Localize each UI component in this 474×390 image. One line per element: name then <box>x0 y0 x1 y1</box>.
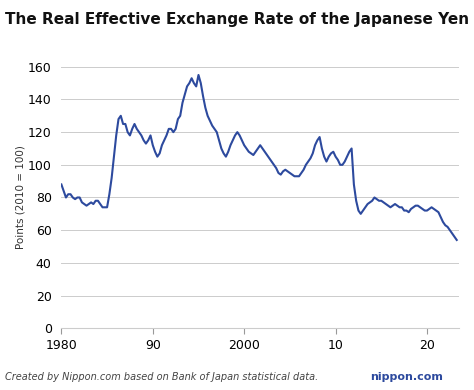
Y-axis label: Points (2010 = 100): Points (2010 = 100) <box>15 145 25 250</box>
Text: The Real Effective Exchange Rate of the Japanese Yen: The Real Effective Exchange Rate of the … <box>5 12 469 27</box>
Text: Created by Nippon.com based on Bank of Japan statistical data.: Created by Nippon.com based on Bank of J… <box>5 372 318 382</box>
Text: nippon.com: nippon.com <box>370 372 443 382</box>
